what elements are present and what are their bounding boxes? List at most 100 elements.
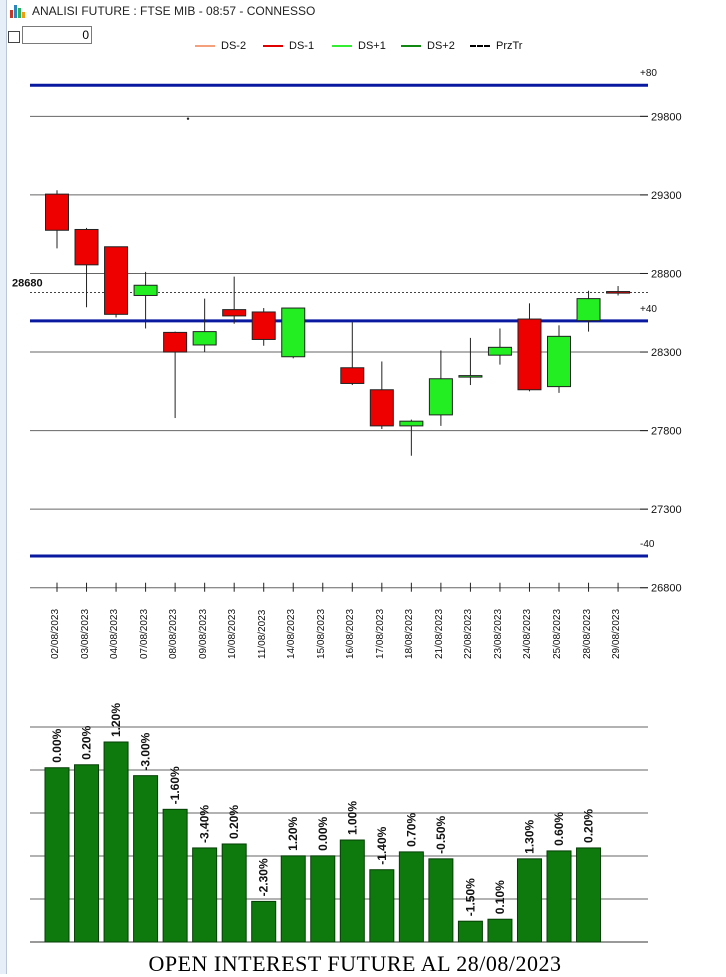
bar-chart-icon: [10, 4, 26, 18]
candle-body: [458, 375, 483, 378]
x-date-label: 23/08/2023: [492, 608, 504, 659]
open-interest-bar: [74, 764, 100, 943]
window-title: ANALISI FUTURE : FTSE MIB - 08:57 - CONN…: [32, 4, 316, 18]
bar-value-label: -3.40%: [198, 805, 212, 843]
x-date-label: 08/08/2023: [168, 608, 180, 659]
y-tick-label: 29300: [651, 190, 682, 202]
open-interest-bar: [516, 858, 542, 943]
bar-value-label: 1.00%: [345, 801, 359, 835]
open-interest-bar: [339, 839, 365, 943]
candle-body: [192, 331, 217, 346]
candle-body: [281, 307, 306, 358]
bar-value-label: 0.00%: [50, 728, 64, 762]
legend-label: DS+1: [358, 40, 386, 52]
candle-body: [369, 389, 394, 427]
bar-value-label: 0.70%: [404, 813, 418, 847]
open-interest-bar: [251, 900, 277, 943]
x-date-label: 11/08/2023: [256, 609, 268, 659]
open-interest-bar: [428, 858, 454, 943]
x-date-label: 28/08/2023: [581, 608, 593, 659]
candle-body: [74, 228, 99, 266]
y-tick-label: 27300: [651, 504, 682, 516]
open-interest-bar: [44, 767, 70, 943]
candle-body: [517, 318, 542, 391]
stray-point: [186, 117, 190, 120]
number-input[interactable]: 0: [22, 26, 92, 44]
legend-item-ds-2: DS-2: [195, 40, 246, 52]
bar-value-label: 0.10%: [493, 880, 507, 914]
x-date-label: 02/08/2023: [50, 608, 61, 659]
bar-value-label: -1.50%: [463, 878, 477, 916]
open-interest-bar: [457, 920, 483, 943]
y-tick-label: 28800: [651, 268, 682, 280]
bar-value-label: 0.00%: [316, 817, 330, 851]
x-date-label: 07/08/2023: [138, 608, 150, 659]
x-date-label: 22/08/2023: [463, 608, 475, 659]
x-date-label: 14/08/2023: [286, 608, 298, 659]
candle-body: [104, 246, 129, 315]
open-interest-bar: [162, 808, 188, 943]
bar-value-label: 0.60%: [552, 812, 566, 846]
y-tick-label: 26800: [651, 583, 682, 595]
bar-value-label: -2.30%: [257, 858, 271, 896]
price-label: 28680: [12, 277, 43, 289]
x-date-label: 15/08/2023: [315, 608, 327, 659]
bar-value-label: 1.30%: [522, 819, 536, 853]
y-tick-label: 28300: [651, 347, 682, 359]
candle-body: [45, 193, 69, 231]
x-date-label: 10/08/2023: [227, 608, 239, 659]
legend-label: DS+2: [427, 40, 455, 52]
option-checkbox[interactable]: [8, 31, 20, 43]
y-tick-label: 29800: [651, 111, 682, 123]
candle-body: [133, 284, 158, 296]
left-edge: [0, 0, 7, 974]
bar-value-label: -0.50%: [434, 815, 448, 853]
open-interest-bar: [546, 850, 572, 943]
bar-value-label: 0.20%: [80, 725, 94, 759]
open-interest-bar: [133, 775, 159, 943]
open-interest-bar: [369, 869, 395, 943]
x-date-label: 17/08/2023: [374, 608, 386, 659]
x-date-label: 03/08/2023: [79, 608, 91, 659]
candle-body: [547, 335, 572, 388]
legend-swatch: [470, 45, 490, 47]
candle-body: [340, 367, 365, 384]
x-date-label: 25/08/2023: [552, 608, 563, 659]
open-interest-title: OPEN INTEREST FUTURE AL 28/08/2023: [148, 951, 562, 976]
x-date-label: 04/08/2023: [109, 608, 121, 659]
x-date-label: 24/08/2023: [522, 608, 534, 659]
legend-swatch: [401, 45, 421, 47]
legend-item-ds+1: DS+1: [332, 40, 386, 52]
x-date-label: 18/08/2023: [404, 608, 416, 659]
open-interest-bar: [310, 855, 336, 943]
bar-value-label: 0.20%: [582, 809, 596, 843]
legend-label: DS-2: [221, 40, 247, 52]
candlestick-chart: 29800 29300 28800 28300 27800 27300 26800 +80 +4…: [12, 68, 682, 595]
open-interest-bar: [280, 855, 306, 943]
open-interest-bar: [576, 847, 602, 943]
legend-item-prztr: PrzTr: [470, 40, 522, 52]
band-label: -40: [640, 539, 655, 550]
candle-body: [428, 378, 453, 416]
legend-label: DS-1: [289, 40, 315, 52]
open-interest-bar: [192, 847, 218, 943]
bar-value-label: -3.00%: [139, 732, 153, 770]
candle-body: [399, 420, 424, 427]
band-label: +40: [640, 304, 657, 315]
candle-body: [606, 291, 631, 294]
open-interest-bar: [487, 918, 513, 943]
x-date-label: 29/08/2023: [611, 608, 623, 659]
x-date-label: 09/08/2023: [197, 608, 209, 659]
bar-value-label: -1.60%: [168, 766, 182, 804]
candle-body: [163, 331, 188, 353]
band-label: +80: [640, 68, 657, 79]
open-interest-bar: [221, 843, 247, 943]
candle-body: [251, 311, 276, 340]
candle-body: [576, 298, 601, 322]
y-tick-label: 27800: [651, 426, 682, 438]
x-date-label: 21/08/2023: [433, 608, 445, 659]
title-bar: ANALISI FUTURE : FTSE MIB - 08:57 - CONN…: [10, 2, 315, 20]
open-interest-bar: [398, 851, 424, 943]
legend-swatch: [195, 45, 215, 47]
bar-value-label: 0.20%: [227, 805, 241, 839]
